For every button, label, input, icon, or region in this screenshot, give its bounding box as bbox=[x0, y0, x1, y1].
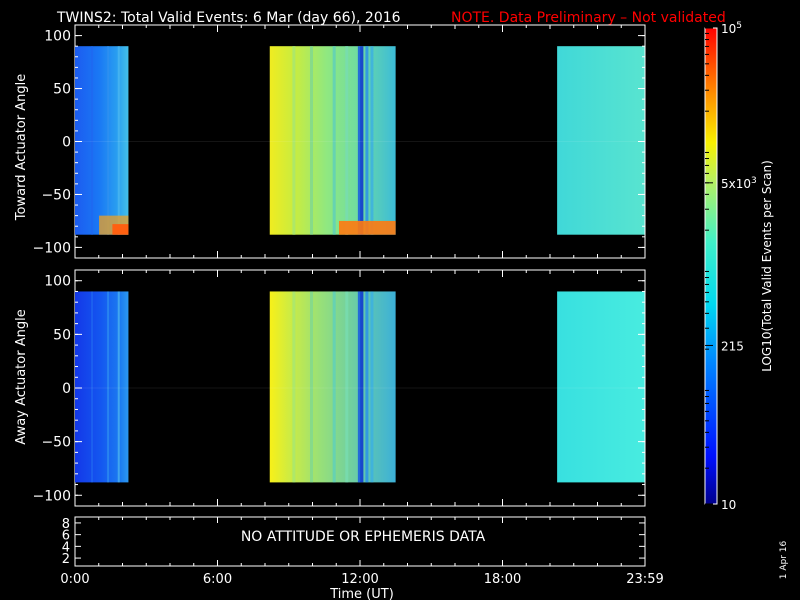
data-streak bbox=[357, 291, 361, 483]
preliminary-note: NOTE. Data Preliminary – Not validated bbox=[451, 10, 726, 26]
x-axis-label: Time (UT) bbox=[329, 587, 394, 600]
y-tick-label: 2 bbox=[62, 552, 70, 567]
y-axis-label-away: Away Actuator Angle bbox=[14, 309, 29, 444]
x-tick-label: 18:00 bbox=[484, 572, 521, 587]
data-streak bbox=[370, 46, 374, 235]
y-tick-label: 0 bbox=[62, 135, 71, 151]
y-axis-label-toward: Toward Actuator Angle bbox=[14, 74, 29, 221]
data-streak bbox=[345, 46, 349, 235]
data-streak bbox=[365, 291, 369, 483]
date-stamp: 1 Apr 16 bbox=[779, 540, 789, 579]
data-streak bbox=[370, 291, 374, 483]
data-streak bbox=[332, 46, 336, 235]
y-tick-label: 6 bbox=[62, 529, 70, 544]
y-tick-label: 50 bbox=[53, 82, 71, 98]
colorbar-ticks: 10 215 5x103 105 bbox=[705, 21, 757, 512]
x-tick-label: 0:00 bbox=[60, 572, 89, 587]
away-angle-panel: 100 50 0 −50 −100 bbox=[33, 269, 646, 507]
data-streak bbox=[91, 291, 94, 483]
data-streak bbox=[365, 46, 369, 235]
coverage-block bbox=[75, 291, 129, 483]
colorbar-tick-label: 215 bbox=[721, 339, 744, 353]
data-streak bbox=[91, 46, 94, 235]
data-streak bbox=[292, 46, 296, 235]
x-tick-labels: 0:00 6:00 12:00 18:00 23:59 bbox=[60, 572, 663, 587]
colorbar-tick-label: 10 bbox=[721, 498, 736, 512]
y-tick-label: 0 bbox=[62, 381, 71, 397]
colorbar-tick-label: 5x103 bbox=[721, 176, 757, 191]
colorbar: 10 215 5x103 105 LOG10(Total Valid Events p… bbox=[704, 21, 774, 512]
data-streak bbox=[107, 291, 110, 483]
toward-angle-panel: 100 50 0 −50 −100 bbox=[33, 24, 646, 259]
data-streak bbox=[107, 46, 110, 235]
no-data-message: NO ATTITUDE OR EPHEMERIS DATA bbox=[241, 529, 486, 545]
data-streak bbox=[292, 291, 296, 483]
data-streak bbox=[357, 46, 361, 235]
y-tick-label: 100 bbox=[44, 274, 71, 290]
colorbar-label: LOG10(Total Valid Events per Scan) bbox=[760, 160, 774, 372]
y-tick-label: −100 bbox=[33, 240, 71, 256]
y-tick-label: 100 bbox=[44, 29, 71, 45]
x-tick-label: 12:00 bbox=[341, 572, 378, 587]
colorbar-tick-label: 105 bbox=[721, 21, 742, 36]
y-tick-label: −50 bbox=[41, 187, 71, 203]
data-streak bbox=[332, 291, 336, 483]
y-tick-label: 8 bbox=[62, 517, 70, 532]
chart-title: TWINS2: Total Valid Events: 6 Mar (day 6… bbox=[56, 10, 401, 26]
coverage-block bbox=[557, 291, 645, 483]
data-streak bbox=[360, 46, 364, 235]
x-tick-label: 6:00 bbox=[203, 572, 232, 587]
data-streak bbox=[345, 291, 349, 483]
data-streak bbox=[117, 291, 120, 483]
data-streak bbox=[117, 46, 120, 235]
data-streak bbox=[360, 291, 364, 483]
y-tick-label: −100 bbox=[33, 488, 71, 504]
data-streak bbox=[310, 291, 314, 483]
data-streak bbox=[310, 46, 314, 235]
y-tick-label: −50 bbox=[41, 435, 71, 451]
high-count-region bbox=[338, 220, 396, 235]
y-tick-label: 50 bbox=[53, 327, 71, 343]
y-tick-label: 4 bbox=[62, 540, 70, 555]
coverage-block bbox=[75, 46, 129, 235]
x-tick-label: 23:59 bbox=[626, 572, 663, 587]
coverage-block bbox=[557, 46, 645, 235]
high-count-region bbox=[112, 224, 129, 235]
